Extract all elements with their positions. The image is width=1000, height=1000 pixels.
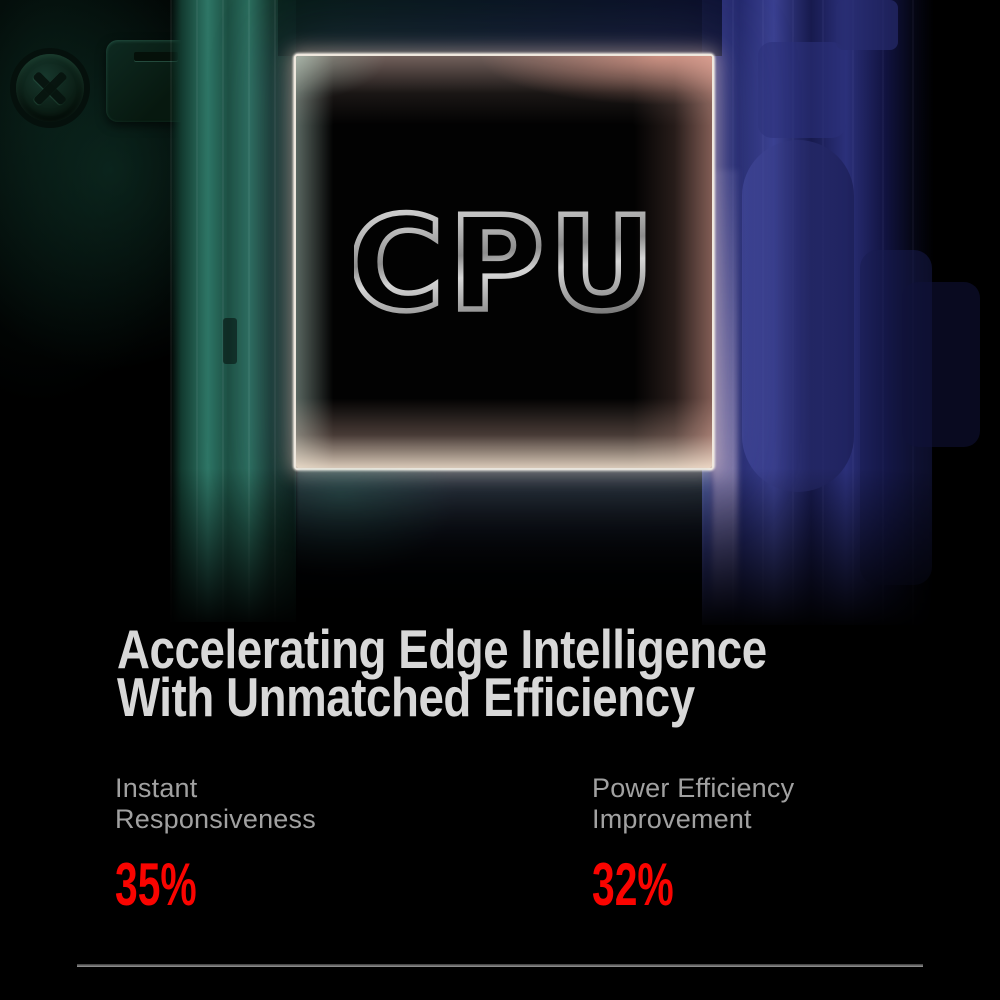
stat-power-efficiency: Power Efficiency Improvement 32%	[592, 773, 794, 918]
indigo-blob-tall	[742, 140, 854, 492]
headline: Accelerating Edge Intelligence With Unma…	[117, 618, 767, 728]
phillips-cross-icon	[22, 60, 79, 117]
footer-divider	[77, 964, 923, 967]
headline-line-2: With Unmatched Efficiency	[117, 666, 695, 728]
screw-icon	[16, 54, 84, 122]
cpu-logo-text: CPU	[354, 198, 654, 328]
stat-label: Instant Responsiveness	[115, 773, 316, 835]
chip-glow-bloom	[296, 56, 712, 468]
teal-band-notch	[223, 318, 237, 364]
cpu-logo: CPU	[354, 198, 654, 328]
chip-render-scene: CPU	[0, 0, 1000, 630]
indigo-blob-box	[758, 42, 846, 138]
stat-label-line-1: Instant	[115, 773, 198, 803]
board-component-slot	[134, 52, 178, 61]
stat-label-line-2: Responsiveness	[115, 804, 316, 834]
headline-line-1: Accelerating Edge Intelligence	[117, 618, 767, 680]
stat-value: 32%	[592, 851, 674, 918]
stat-value: 35%	[115, 851, 197, 918]
stat-label-line-1: Power Efficiency	[592, 773, 795, 803]
stat-instant-responsiveness: Instant Responsiveness 35%	[115, 773, 316, 918]
stat-label-line-2: Improvement	[592, 804, 752, 834]
cpu-chip: CPU	[294, 54, 714, 470]
indigo-column-edge	[902, 282, 980, 447]
top-haze	[278, 0, 722, 56]
stat-label: Power Efficiency Improvement	[592, 773, 794, 835]
scene-bottom-fade	[0, 468, 1000, 630]
indigo-blob-top	[836, 0, 898, 50]
